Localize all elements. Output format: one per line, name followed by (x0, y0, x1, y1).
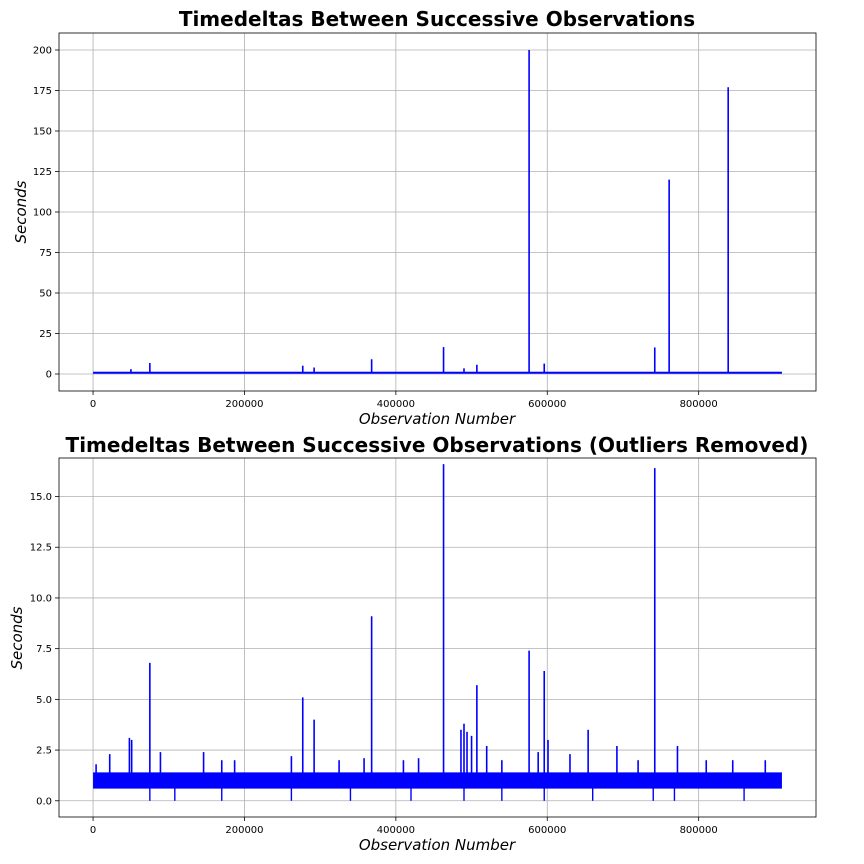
x-tick-label: 800000 (680, 825, 718, 836)
y-tick-label: 12.5 (30, 543, 52, 554)
y-tick-label: 175 (33, 86, 52, 97)
x-tick-label: 600000 (528, 399, 566, 410)
chart-timedeltas-outliers-removed: Timedeltas Between Successive Observatio… (8, 433, 817, 854)
series-line (93, 50, 782, 374)
x-tick-label: 200000 (225, 399, 263, 410)
y-tick-label: 200 (33, 46, 52, 57)
y-tick-label: 50 (39, 288, 52, 299)
y-tick-label: 0 (46, 369, 52, 380)
y-tick-label: 125 (33, 167, 52, 178)
series-baseline (93, 371, 782, 374)
x-tick-label: 800000 (680, 399, 718, 410)
y-tick-label: 25 (39, 329, 52, 340)
x-tick-label: 200000 (225, 825, 263, 836)
y-tick-label: 2.5 (36, 746, 52, 757)
axes-frame (58, 457, 817, 818)
series-baseline (93, 772, 782, 789)
x-tick-label: 600000 (528, 825, 566, 836)
x-tick-label: 0 (90, 825, 96, 836)
y-tick-label: 150 (33, 127, 52, 138)
y-tick-label: 7.5 (36, 644, 52, 655)
y-tick-label: 10.0 (30, 593, 52, 604)
x-tick-label: 400000 (377, 399, 415, 410)
y-tick-label: 100 (33, 208, 52, 219)
x-axis-label: Observation Number (359, 410, 516, 428)
x-tick-label: 0 (90, 399, 96, 410)
y-tick-label: 15.0 (30, 492, 52, 503)
y-axis-label: Seconds (8, 606, 26, 669)
y-tick-label: 5.0 (36, 695, 52, 706)
ticks: 0 200000 400000 600000 800000 0 25 50 75 100 125 15… (33, 46, 718, 410)
chart-timedeltas: Timedeltas Between Successive Observatio… (12, 7, 817, 428)
y-axis-label: Seconds (12, 180, 30, 243)
y-tick-label: 75 (39, 248, 52, 259)
ticks: 0 200000 400000 600000 800000 0.0 2.5 5.0 7.5 10.… (30, 492, 718, 836)
x-axis-label: Observation Number (359, 836, 516, 854)
series-line (93, 464, 782, 801)
chart-title: Timedeltas Between Successive Observatio… (179, 7, 695, 31)
y-tick-label: 0.0 (36, 796, 52, 807)
grid (59, 33, 816, 391)
chart-title: Timedeltas Between Successive Observatio… (66, 433, 809, 457)
x-tick-label: 400000 (377, 825, 415, 836)
